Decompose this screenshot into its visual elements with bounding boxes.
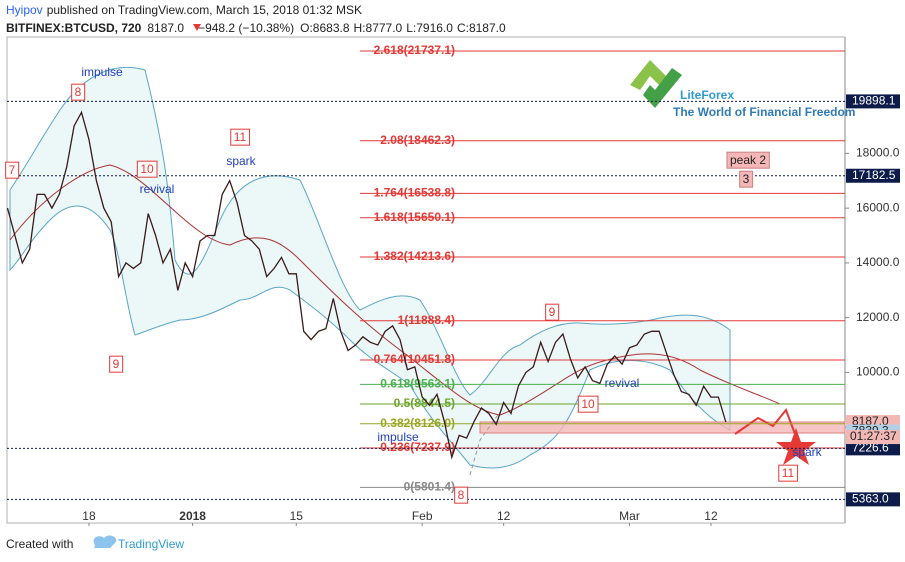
annotation: peak 2 xyxy=(730,153,766,167)
annotation-box xyxy=(109,355,124,373)
annotation: 10 xyxy=(140,162,154,176)
price-tag-label: 19898.1 xyxy=(852,94,896,108)
price-tag xyxy=(846,168,900,183)
price-tag-label: 5363.0 xyxy=(852,492,889,506)
annotation: 7 xyxy=(9,163,16,177)
author[interactable]: Hyipov xyxy=(6,3,43,17)
moving-average xyxy=(9,164,781,416)
symbol: BITFINEX:BTCUSD, 720 xyxy=(6,21,142,35)
x-tick-label: 18 xyxy=(82,509,96,523)
down-arrow xyxy=(193,24,201,31)
symbol-line: BITFINEX:BTCUSD, 720 8187.0 −948.2 (−10.38… xyxy=(6,21,506,35)
annotation-box xyxy=(136,160,158,178)
annotation-box xyxy=(230,128,251,146)
annotation: revival xyxy=(605,376,640,390)
fib-label: 0.382(8126.0) xyxy=(380,416,455,430)
annotation: 11 xyxy=(782,466,795,480)
annotation: spark xyxy=(792,445,822,459)
annotation-box xyxy=(454,486,469,504)
annotation-box xyxy=(778,464,799,482)
projection-star xyxy=(776,428,816,465)
fib-label: 2.08(18462.3) xyxy=(380,133,455,147)
open: O:8683.8 xyxy=(300,21,350,35)
countdown: 01:27:37 xyxy=(850,429,897,443)
price-tag xyxy=(846,94,900,109)
published: published on TradingView.com, March 15, … xyxy=(47,3,362,17)
annotation: 8 xyxy=(75,85,82,99)
annotation: impulse xyxy=(377,430,419,444)
x-tick-label: 15 xyxy=(290,509,304,523)
annotation: 11 xyxy=(234,130,247,144)
annotation: revival xyxy=(140,182,175,196)
fib-label: 1(11888.4) xyxy=(398,313,455,327)
close: C:8187.0 xyxy=(457,21,506,35)
fib-label: 0.5(8844.5) xyxy=(394,396,455,410)
y-tick-label: 14000.0 xyxy=(856,255,900,269)
y-tick-label: 16000.0 xyxy=(856,200,900,214)
annotation-box xyxy=(739,170,754,188)
annotation: 9 xyxy=(113,357,120,371)
fib-label: 1.618(15650.1) xyxy=(374,210,455,224)
fib-label: 0.764(10451.8) xyxy=(374,352,455,366)
logo-mark xyxy=(643,68,682,108)
annotation-box xyxy=(726,151,770,169)
annotation: 10 xyxy=(581,397,595,411)
y-tick-label: 10000.0 xyxy=(856,365,900,379)
change: −948.2 (−10.38%) xyxy=(198,21,294,35)
last: 8187.0 xyxy=(147,21,184,35)
logo-tagline: The World of Financial Freedom xyxy=(673,105,855,119)
high: H:8777.0 xyxy=(354,21,403,35)
y-tick-label: 12000.0 xyxy=(856,310,900,324)
annotation-box xyxy=(71,83,86,101)
fib-label: 1.382(14213.6) xyxy=(374,249,455,263)
low: L:7916.0 xyxy=(406,21,453,35)
x-tick-label: 12 xyxy=(704,509,718,523)
annotation-box xyxy=(577,395,599,413)
fib-label: 1.764(16538.8) xyxy=(374,186,455,200)
logo-name: LiteForex xyxy=(680,88,734,102)
x-tick-label: 2018 xyxy=(179,509,206,523)
annotation: 8 xyxy=(458,488,465,502)
x-tick-label: Mar xyxy=(619,509,640,523)
annotation-box xyxy=(5,161,20,179)
annotation: impulse xyxy=(81,65,123,79)
annotation: 3 xyxy=(743,172,750,186)
x-tick-label: Feb xyxy=(412,509,433,523)
annotation: 9 xyxy=(549,305,556,319)
annotation-box xyxy=(545,303,560,321)
price-tag xyxy=(846,492,900,507)
footer-created: Created with xyxy=(6,537,73,551)
annotation: spark xyxy=(226,154,256,168)
footer-icon xyxy=(93,535,117,548)
price-line xyxy=(6,110,727,460)
countdown-tag xyxy=(846,430,900,445)
footer-brand[interactable]: TradingView xyxy=(118,537,184,551)
header-line: Hyipov published on TradingView.com, Marc… xyxy=(6,3,362,17)
y-tick-label: 18000.0 xyxy=(856,146,900,160)
price-tag-label: 17182.5 xyxy=(852,168,896,182)
logo: LiteForex The World of Financial Freedom xyxy=(630,60,855,119)
fib-label: 0(5801.4) xyxy=(404,480,455,494)
price-tag xyxy=(846,441,900,456)
fib-label: 0.618(9563.1) xyxy=(380,377,455,391)
x-tick-label: 12 xyxy=(497,509,511,523)
logo-mark xyxy=(630,60,668,90)
fib-label: 0.236(7237.9) xyxy=(380,440,455,454)
fib-label: 2.618(21737.1) xyxy=(374,43,455,57)
